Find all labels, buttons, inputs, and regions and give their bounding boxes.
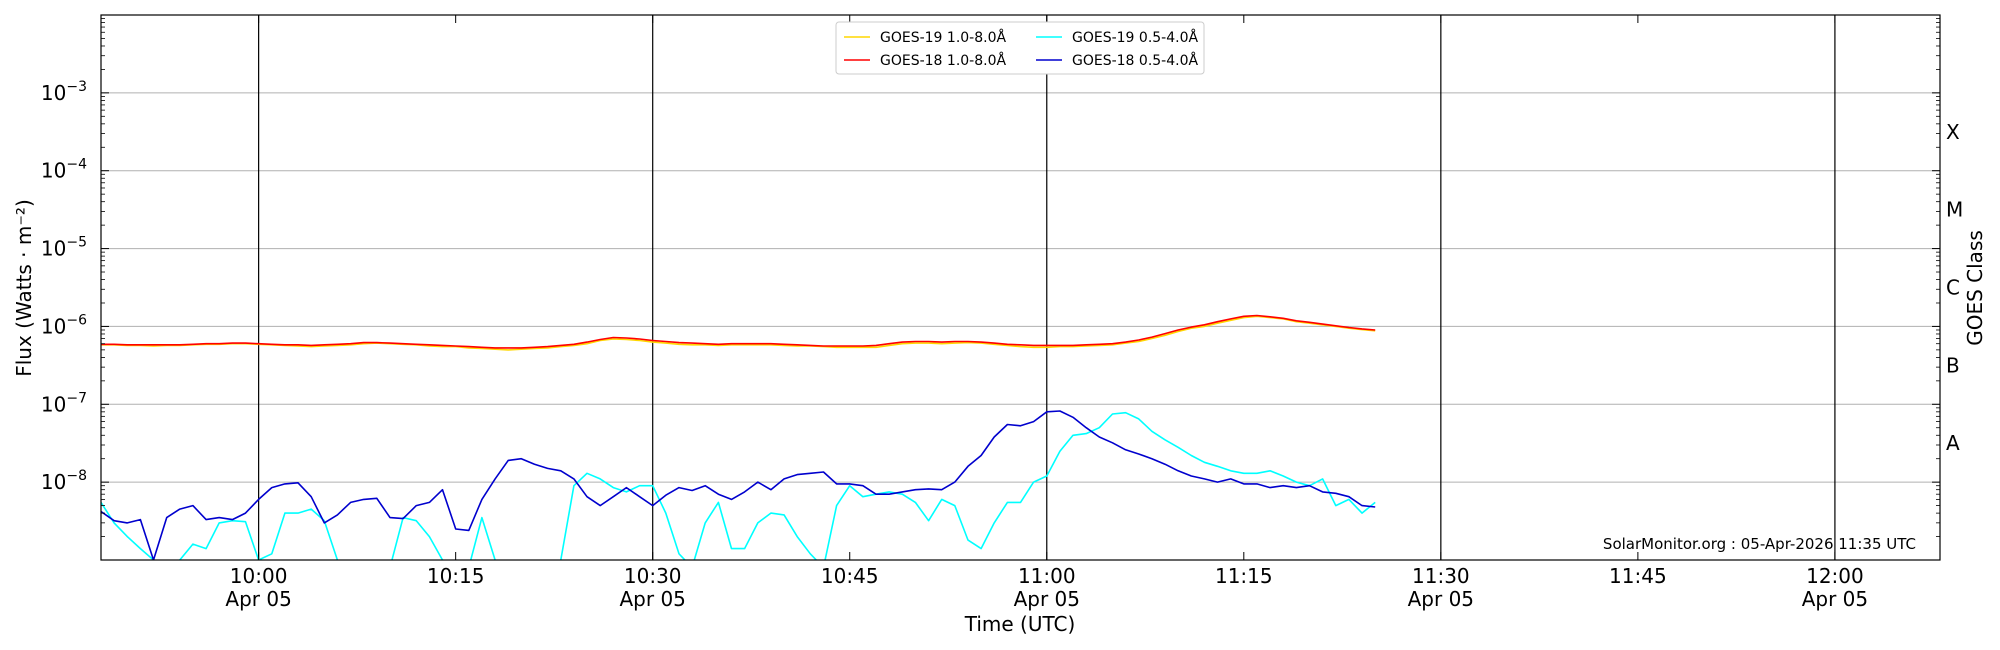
credit-text: SolarMonitor.org : 05-Apr-2026 11:35 UTC: [1603, 535, 1916, 553]
grid-layer: [101, 92, 1940, 483]
y-tick-label: 10−5: [41, 235, 87, 261]
y-tick-label: 10−7: [41, 390, 87, 416]
series-layer: [101, 314, 1376, 560]
vertical-reference-lines: [258, 15, 1836, 560]
y-axis-title: Flux (Watts · m⁻²): [12, 199, 36, 377]
goes-class-label: B: [1946, 353, 1960, 377]
y-tick-label: 10−3: [41, 79, 87, 105]
y-tick-label: 10−6: [41, 312, 87, 338]
legend: GOES-19 1.0-8.0Å GOES-18 1.0-8.0Å GOES-1…: [835, 21, 1205, 75]
y-tick-label: 10−8: [41, 468, 87, 494]
tick-marks: [101, 15, 1940, 560]
x-tick-label: 11:30: [1412, 564, 1470, 588]
x-tick-label: 11:45: [1609, 564, 1667, 588]
series-line-goes19-long: [101, 315, 1376, 351]
y-tick-labels: 10−8 10−7 10−6 10−5 10−4 10−3: [41, 79, 87, 494]
legend-label-goes18-long: GOES-18 1.0-8.0Å: [880, 52, 1006, 69]
goes-class-label: A: [1946, 431, 1960, 455]
x-tick-label: 10:30: [624, 564, 682, 588]
goes-class-label: X: [1946, 120, 1960, 144]
x-tick-sublabel: Apr 05: [1408, 587, 1474, 611]
x-tick-label: 10:00: [230, 564, 288, 588]
x-tick-label: 12:00: [1806, 564, 1864, 588]
x-tick-label: 10:45: [821, 564, 879, 588]
x-tick-sublabel: Apr 05: [225, 587, 291, 611]
x-tick-label: 11:00: [1018, 564, 1076, 588]
x-tick-sublabel: Apr 05: [1802, 587, 1868, 611]
series-line-goes18-short: [101, 410, 1376, 560]
y-tick-label: 10−4: [41, 157, 87, 183]
legend-label-goes19-long: GOES-19 1.0-8.0Å: [880, 29, 1006, 46]
x-tick-label: 11:15: [1215, 564, 1273, 588]
x-tick-sublabel: Apr 05: [1014, 587, 1080, 611]
goes-class-labels: A B C M X: [1946, 120, 1963, 455]
series-line-goes18-long: [101, 314, 1376, 349]
y2-axis-title: GOES Class: [1963, 230, 1987, 346]
goes-class-label: C: [1946, 276, 1960, 300]
x-tick-label: 10:15: [427, 564, 485, 588]
plot-frame: [100, 14, 1941, 561]
x-tick-sublabel: Apr 05: [619, 587, 685, 611]
legend-label-goes18-short: GOES-18 0.5-4.0Å: [1072, 52, 1198, 69]
series-line-goes19-short: [101, 411, 1376, 560]
x-axis-title: Time (UTC): [964, 612, 1076, 636]
legend-label-goes19-short: GOES-19 0.5-4.0Å: [1072, 29, 1198, 46]
goes-class-label: M: [1946, 198, 1963, 222]
legend-frame: [835, 21, 1205, 75]
